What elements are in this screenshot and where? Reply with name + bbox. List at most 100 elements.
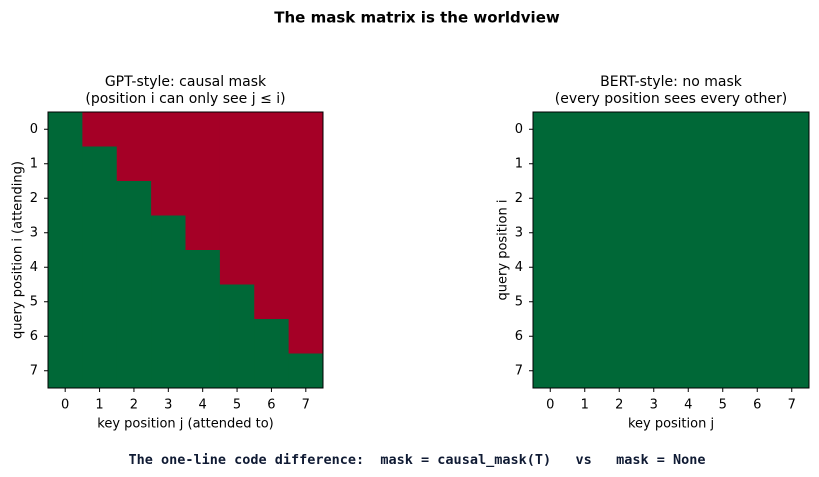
x-tick-label: 1 <box>95 398 103 413</box>
subplot-title: BERT-style: no mask <box>600 74 743 90</box>
heatmap-cell <box>219 112 255 147</box>
heatmap-cell <box>671 215 706 251</box>
y-tick-label: 5 <box>30 294 38 309</box>
heatmap-cell <box>567 112 603 147</box>
heatmap-cell <box>48 146 83 182</box>
x-tick-label: 7 <box>302 398 310 413</box>
x-tick-label: 5 <box>233 398 241 413</box>
heatmap-cell <box>671 112 706 147</box>
heatmap-cell <box>48 284 83 320</box>
heatmap-cell <box>636 112 672 147</box>
heatmap-cell <box>671 146 706 182</box>
heatmap-cell <box>533 181 568 216</box>
y-tick-label: 1 <box>30 156 38 171</box>
x-tick-label: 2 <box>615 398 623 413</box>
y-tick-label: 4 <box>515 260 523 275</box>
heatmap-cell <box>567 181 603 216</box>
heatmap-cell <box>774 215 810 251</box>
heatmap-cell <box>740 181 775 216</box>
x-tick-label: 6 <box>753 398 761 413</box>
x-tick-label: 4 <box>199 398 207 413</box>
y-tick-label: 4 <box>30 260 38 275</box>
heatmap-cell <box>185 319 221 354</box>
heatmap-cell <box>567 319 603 354</box>
heatmap-cell <box>774 353 810 389</box>
heatmap-cell <box>116 319 152 354</box>
heatmap-cell <box>48 353 83 389</box>
y-tick-label: 3 <box>30 225 38 240</box>
heatmap-cell <box>151 215 186 251</box>
heatmap-cell <box>288 250 324 285</box>
heatmap-cell <box>636 215 672 251</box>
heatmap-cell <box>151 112 186 147</box>
heatmap-cell <box>219 353 255 389</box>
heatmap-cell <box>740 353 775 389</box>
footer-note: The one-line code difference: mask = cau… <box>128 452 705 468</box>
heatmap-cell <box>185 146 221 182</box>
heatmap-cell <box>82 284 118 320</box>
heatmap-cell <box>151 181 186 216</box>
heatmap-cell <box>602 284 637 320</box>
heatmap-cell <box>740 146 775 182</box>
heatmap-cell <box>82 215 118 251</box>
heatmap-cell <box>636 319 672 354</box>
heatmap-cell <box>636 146 672 182</box>
heatmap-cell <box>567 284 603 320</box>
heatmap-cell <box>567 146 603 182</box>
x-tick-label: 3 <box>164 398 172 413</box>
heatmap-cell <box>774 284 810 320</box>
heatmap-cell <box>219 319 255 354</box>
heatmap-cell <box>185 181 221 216</box>
heatmap-cell <box>82 250 118 285</box>
heatmap-cell <box>185 112 221 147</box>
heatmap-cell <box>602 353 637 389</box>
heatmap-cell <box>636 181 672 216</box>
heatmap-cell <box>82 146 118 182</box>
heatmap-cell <box>116 284 152 320</box>
x-tick-label: 0 <box>61 398 69 413</box>
x-tick-label: 6 <box>267 398 275 413</box>
heatmap-cell <box>254 319 290 354</box>
heatmap-cell <box>288 181 324 216</box>
heatmap-cell <box>533 215 568 251</box>
heatmap-cell <box>185 284 221 320</box>
subplot-title: GPT-style: causal mask <box>105 74 267 90</box>
heatmap-cell <box>288 284 324 320</box>
y-tick-label: 7 <box>515 363 523 378</box>
heatmap-cell <box>151 250 186 285</box>
heatmap-cell <box>671 353 706 389</box>
heatmap-cell <box>288 319 324 354</box>
x-tick-label: 0 <box>546 398 554 413</box>
heatmap-cell <box>288 112 324 147</box>
heatmap-cell <box>740 215 775 251</box>
heatmap-cell <box>740 250 775 285</box>
heatmap-cell <box>671 284 706 320</box>
y-axis-label: query position i <box>496 200 511 301</box>
heatmap-cell <box>533 250 568 285</box>
heatmap-cell <box>116 112 152 147</box>
heatmap-cell <box>254 215 290 251</box>
heatmap-cell <box>636 250 672 285</box>
heatmap-cell <box>254 250 290 285</box>
heatmap-cell <box>705 284 741 320</box>
heatmap-cell <box>219 181 255 216</box>
heatmap-cell <box>740 319 775 354</box>
heatmap-cell <box>636 353 672 389</box>
heatmap-cell <box>636 284 672 320</box>
heatmap-cell <box>705 319 741 354</box>
heatmap-cell <box>774 250 810 285</box>
heatmap-cell <box>254 112 290 147</box>
heatmap-cell <box>116 146 152 182</box>
heatmap-cell <box>567 353 603 389</box>
heatmap-cell <box>116 181 152 216</box>
heatmap-cell <box>533 353 568 389</box>
heatmap-cell <box>288 215 324 251</box>
heatmap-cell <box>185 250 221 285</box>
heatmap-cell <box>705 146 741 182</box>
heatmap-cell <box>671 319 706 354</box>
heatmap-cell <box>185 353 221 389</box>
heatmap-cell <box>219 146 255 182</box>
figure-title: The mask matrix is the worldview <box>274 9 560 27</box>
heatmap-cell <box>533 146 568 182</box>
